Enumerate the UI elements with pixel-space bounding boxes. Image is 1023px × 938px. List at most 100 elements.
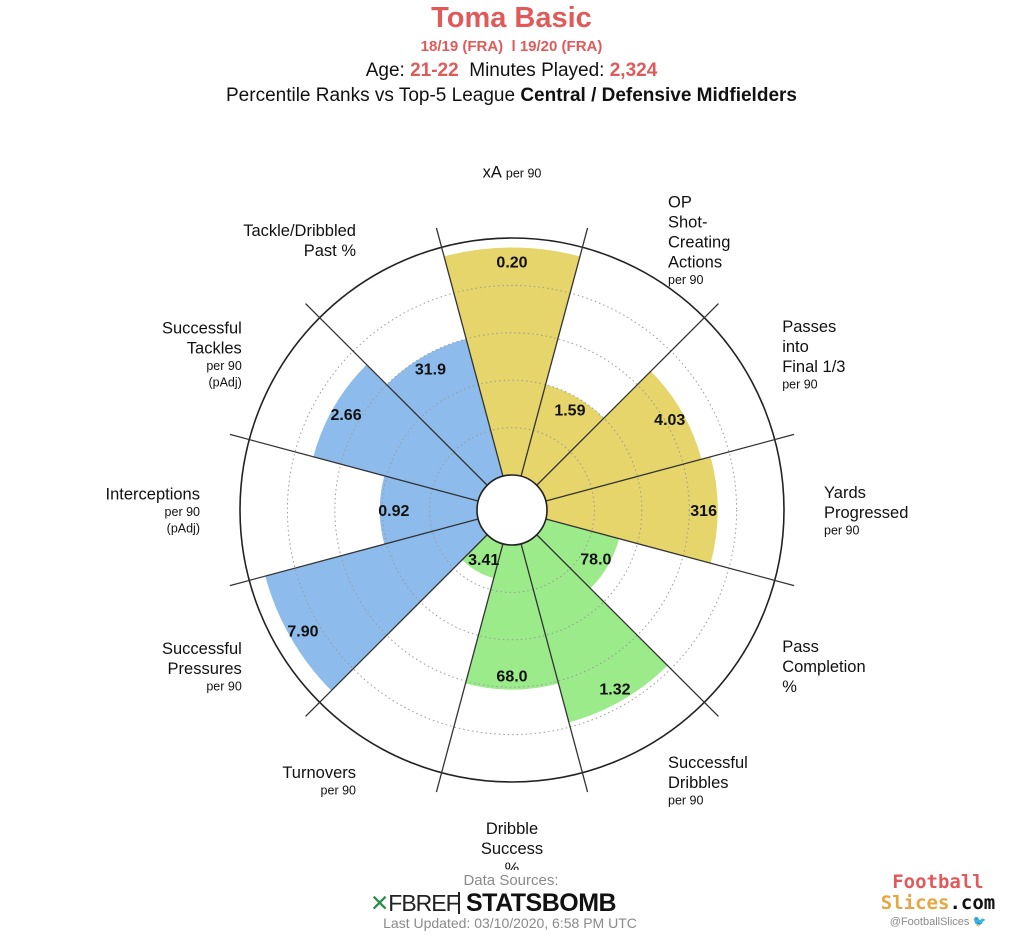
wedge-2 [536,371,702,501]
center-hole [476,474,548,546]
metric-label-2-line-2: Final 1/3 [782,358,845,376]
wedge-4 [536,519,620,589]
age-minutes-line: Age: 21-22 Minutes Played: 2,324 [0,60,1023,82]
fbref-text: FBREF [388,890,459,916]
wedge-8 [265,519,488,691]
metric-label-11-line-0: Tackle/Dribbled [243,222,356,240]
wedge-0 [444,247,580,477]
brand-line-2: Slices.com [868,893,1008,914]
spoke-2 [536,303,719,486]
metric-label-3-line-0: Yards [824,484,866,502]
spoke-11 [305,303,488,486]
metric-label-10-line-1: Tackles [187,340,242,358]
spoke-9 [229,518,479,587]
metric-label-3-line-1: Progressed [824,504,908,522]
wedge-5 [521,534,668,723]
footballslices-logo: Football Slices.com @FootballSlices 🐦 [868,871,1008,929]
metric-label-0-unit: per 90 [506,167,541,181]
metric-label-6-line-2: % [505,860,520,870]
brand-line-1: Football [892,871,984,893]
value-layer: 0.20 1.59 4.03 316 78.0 1.32 68.0 3.41 7.90 0.92 2… [287,254,717,698]
metric-label-8-line-0: Successful [162,640,242,658]
metric-label-6: Dribble Success% [481,820,543,870]
age-label: Age: [365,60,411,81]
brand-slices: Slices [880,892,950,914]
spoke-5 [536,534,719,717]
metric-label-5-line-1: Dribbles [668,774,729,792]
grid-ring-2 [334,332,690,688]
metric-label-2-line-0: Passes [782,318,836,336]
metric-label-7-line-0: Turnovers [282,764,356,782]
value-label-7: 3.41 [468,552,499,569]
value-label-9: 0.92 [378,503,409,520]
spoke-8 [305,534,488,717]
wedge-10 [313,364,488,501]
metric-label-9-line-0: Interceptions [106,486,200,504]
value-label-1: 1.59 [554,403,585,420]
grid-ring-3 [286,284,738,736]
metric-label-1-line-3: Actions [668,254,722,272]
percentile-group: Central / Defensive Midfielders [520,85,797,106]
metric-label-6-line-1: Success [481,840,543,858]
grid-ring-1 [381,379,643,641]
metric-label-10-line-3: (pAdj) [208,376,241,390]
seasons-line: 18/19 (FRA) l 19/20 (FRA) [420,38,603,55]
value-label-3: 316 [690,503,717,520]
metric-label-1-line-2: Creating [668,234,730,252]
metric-label-5-line-0: Successful [668,754,748,772]
logo-divider [458,892,460,914]
wedge-7 [462,534,503,579]
value-label-4: 78.0 [580,551,611,568]
metric-label-8-line-2: per 90 [206,679,241,693]
data-sources-label: Data Sources: [463,872,559,889]
statsbomb-logo: STATSBOMB [466,889,617,917]
metric-label-2-line-3: per 90 [782,377,817,391]
spoke-1 [520,227,589,477]
metric-label-1-line-0: OP [668,194,692,212]
age-value: 21-22 [410,60,459,81]
metric-label-1-line-4: per 90 [668,273,703,287]
spoke-10 [229,433,479,502]
wedge-3 [545,456,718,564]
metric-label-5-line-2: per 90 [668,793,703,807]
metric-label-4: Pass Completion% [782,638,865,696]
value-label-8: 7.90 [287,624,318,641]
metric-label-10-line-2: per 90 [206,359,241,373]
percentile-line: Percentile Ranks vs Top-5 League Central… [0,85,1023,107]
metric-label-3-line-2: per 90 [824,523,859,537]
metric-label-9-line-2: (pAdj) [167,522,200,536]
percentile-prefix: Percentile Ranks vs Top-5 League [226,85,521,106]
spoke-4 [545,518,795,587]
spoke-3 [545,433,795,502]
metric-label-0-name: xA [483,164,502,182]
metric-label-1-line-1: Shot- [668,214,707,232]
metric-label-11-line-1: Past % [304,242,357,260]
fbref-logo: ✕FBREF [370,890,460,917]
player-name: Toma Basic [431,2,592,34]
spoke-7 [435,543,504,793]
wedge-6 [465,543,559,690]
minutes-value: 2,324 [609,60,658,81]
spoke-0 [435,227,504,477]
metric-label-4-line-2: % [782,678,797,696]
wedge-1 [521,384,604,486]
value-label-0: 0.20 [496,254,527,271]
metric-label-2-line-1: into [782,338,809,356]
value-label-11: 31.9 [415,362,446,379]
metric-label-11: Tackle/Dribbled Past % [243,222,356,260]
spoke-6 [520,543,589,793]
outer-ring [239,237,785,783]
metric-label-10-line-0: Successful [162,320,242,338]
wedge-layer [265,247,718,723]
grid-layer [229,227,795,793]
